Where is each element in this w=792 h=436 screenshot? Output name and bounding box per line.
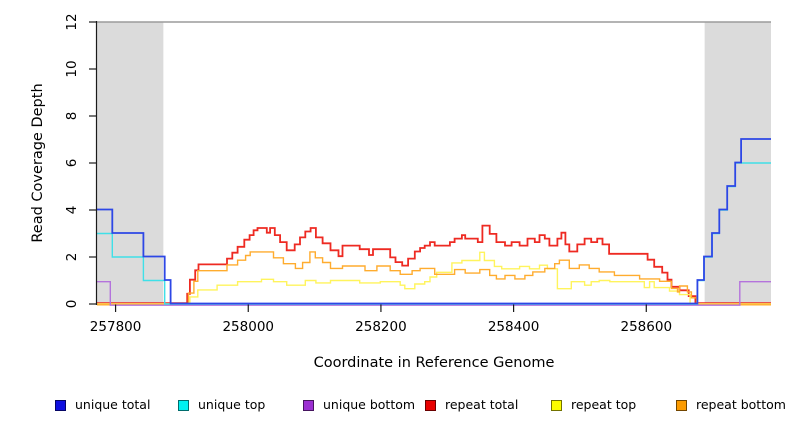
shaded-regions xyxy=(97,22,771,305)
legend-swatch-icon xyxy=(551,399,562,411)
series-unique-total xyxy=(97,138,771,305)
legend: unique total unique top unique bottom repea… xyxy=(0,0,792,412)
y-tick-label: 6 xyxy=(64,159,80,168)
legend-item-repeat-bottom: repeat bottom xyxy=(676,397,786,413)
legend-label: unique top xyxy=(198,397,266,412)
x-tick-label: 258000 xyxy=(222,319,274,335)
legend-item-unique-top: unique top xyxy=(178,397,265,413)
legend-label: unique bottom xyxy=(323,397,416,412)
legend-item-repeat-top: repeat top xyxy=(551,397,636,413)
legend-swatch-icon xyxy=(425,399,436,411)
legend-swatch-icon xyxy=(303,399,314,411)
tick-labels: 257800 258000 258200 258400 258600 0 2 4 6 8 10 12 xyxy=(64,13,672,335)
legend-item-unique-bottom: unique bottom xyxy=(303,397,415,413)
legend-swatch-icon xyxy=(676,399,687,411)
legend-label: repeat top xyxy=(571,397,637,412)
series-lines xyxy=(97,138,771,306)
legend-label: unique total xyxy=(75,397,151,412)
x-tick-label: 257800 xyxy=(90,319,142,335)
legend-label: repeat bottom xyxy=(696,397,786,412)
legend-item-unique-total: unique total xyxy=(55,397,150,413)
masked-region xyxy=(97,22,164,305)
y-tick-label: 12 xyxy=(64,13,80,30)
y-axis-title: Read Coverage Depth xyxy=(30,83,46,243)
legend-item-repeat-total: repeat total xyxy=(425,397,518,413)
series-repeat-top xyxy=(97,251,771,305)
series-unique-top xyxy=(97,162,771,305)
y-tick-label: 8 xyxy=(64,112,80,121)
legend-swatch-icon xyxy=(178,399,189,411)
x-tick-label: 258600 xyxy=(621,319,673,335)
y-tick-label: 0 xyxy=(64,300,80,309)
y-tick-label: 2 xyxy=(64,253,80,262)
y-tick-label: 10 xyxy=(64,60,80,77)
axes xyxy=(89,21,771,312)
x-tick-label: 258400 xyxy=(488,319,540,335)
series-unique-bottom xyxy=(97,281,771,306)
x-tick-label: 258200 xyxy=(355,319,407,335)
y-tick-label: 4 xyxy=(64,206,80,215)
legend-swatch-icon xyxy=(55,399,66,411)
series-repeat-bottom xyxy=(97,251,771,306)
x-axis-title: Coordinate in Reference Genome xyxy=(313,355,555,371)
legend-label: repeat total xyxy=(445,397,519,412)
series-repeat-total xyxy=(97,224,771,305)
